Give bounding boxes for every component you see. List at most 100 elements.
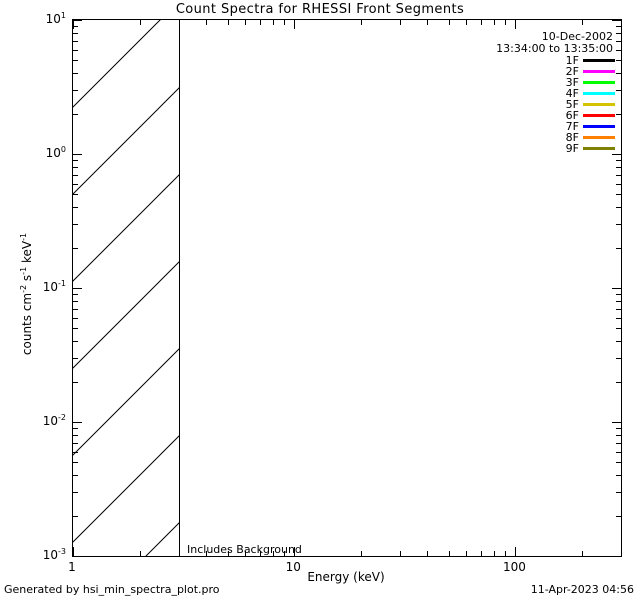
x-axis-title: Energy (keV) <box>307 570 385 584</box>
y-major-tick <box>73 288 82 289</box>
y-minor-tick <box>73 382 78 383</box>
y-major-tick <box>73 20 82 21</box>
y-minor-tick <box>73 443 78 444</box>
legend-entry-2f[interactable]: 2F <box>430 64 615 78</box>
y-minor-tick-right <box>616 443 621 444</box>
y-minor-tick-right <box>616 248 621 249</box>
x-minor-tick-top <box>284 20 285 25</box>
y-minor-tick-right <box>616 309 621 310</box>
legend-entry-7f[interactable]: 7F <box>430 120 615 132</box>
legend-entry-8f[interactable]: 8F <box>430 131 615 143</box>
y-minor-tick-right <box>616 26 621 27</box>
y-minor-tick-right <box>616 90 621 91</box>
y-major-tick-right <box>612 20 621 21</box>
legend-entry-label: 2F <box>565 64 579 78</box>
y-minor-tick <box>73 452 78 453</box>
y-minor-tick-right <box>616 160 621 161</box>
x-minor-tick-top <box>481 20 482 25</box>
x-minor-tick <box>449 551 450 556</box>
y-minor-tick <box>73 516 78 517</box>
y-minor-tick <box>73 90 78 91</box>
x-major-tick-top <box>515 20 516 29</box>
x-minor-tick <box>260 551 261 556</box>
y-axis-title-exp-1: -2 <box>19 284 28 293</box>
x-minor-tick-top <box>245 20 246 25</box>
y-tick-exponent: 1 <box>60 11 66 20</box>
y-minor-tick <box>73 328 78 329</box>
y-minor-tick <box>73 167 78 168</box>
x-tick-label: 10 <box>285 560 301 574</box>
x-minor-tick-top <box>140 20 141 25</box>
y-minor-tick-right <box>616 516 621 517</box>
y-minor-tick-right <box>616 114 621 115</box>
legend-entry-5f[interactable]: 5F <box>430 98 615 110</box>
y-axis-title-exp-2: -1 <box>19 266 28 275</box>
x-minor-tick <box>427 551 428 556</box>
x-minor-tick <box>245 551 246 556</box>
x-major-tick <box>294 547 295 556</box>
y-axis-title: counts cm-2 s-1 keV-1 <box>19 194 34 394</box>
y-minor-tick <box>73 435 78 436</box>
y-tick-label: 10-2 <box>28 413 66 429</box>
y-minor-tick <box>73 50 78 51</box>
legend-entry-4f[interactable]: 4F <box>430 86 615 100</box>
x-minor-tick-top <box>505 20 506 25</box>
y-minor-tick <box>73 160 78 161</box>
y-minor-tick <box>73 341 78 342</box>
y-minor-tick-right <box>616 224 621 225</box>
y-minor-tick <box>73 26 78 27</box>
legend-entry-swatch <box>583 92 615 95</box>
plot-area: Includes Background Att A0, FDecim 1 <box>72 19 622 557</box>
x-minor-tick-top <box>466 20 467 25</box>
y-minor-tick-right <box>616 184 621 185</box>
y-minor-tick-right <box>616 382 621 383</box>
y-tick-exponent: -1 <box>58 279 66 288</box>
x-minor-tick-top <box>427 20 428 25</box>
y-minor-tick-right <box>616 60 621 61</box>
y-minor-tick <box>73 318 78 319</box>
y-tick-exponent: -2 <box>58 413 66 422</box>
legend-entry-1f[interactable]: 1F <box>430 54 615 66</box>
hatched-region-edge <box>179 20 180 556</box>
y-minor-tick <box>73 60 78 61</box>
y-minor-tick <box>73 194 78 195</box>
y-minor-tick-right <box>616 294 621 295</box>
y-minor-tick <box>73 224 78 225</box>
footer-generated-by: Generated by hsi_min_spectra_plot.pro <box>4 583 220 596</box>
y-minor-tick <box>73 33 78 34</box>
y-minor-tick <box>73 475 78 476</box>
legend-entry-6f[interactable]: 6F <box>430 109 615 121</box>
y-tick-label: 100 <box>28 146 66 161</box>
x-minor-tick-top <box>228 20 229 25</box>
legend-time-range: 13:34:00 to 13:35:00 <box>496 42 613 55</box>
y-minor-tick <box>73 184 78 185</box>
x-minor-tick-top <box>206 20 207 25</box>
y-minor-tick-right <box>616 73 621 74</box>
x-minor-tick <box>206 551 207 556</box>
y-minor-tick-right <box>616 33 621 34</box>
x-minor-tick-top <box>494 20 495 25</box>
legend-entry-label: 4F <box>565 86 579 100</box>
x-minor-tick-top <box>582 20 583 25</box>
y-minor-tick <box>73 73 78 74</box>
legend-entry-swatch <box>583 136 615 139</box>
legend-entry-9f[interactable]: 9F <box>430 142 615 154</box>
y-axis-title-mid-1: s <box>20 274 34 285</box>
legend-entry-3f[interactable]: 3F <box>430 76 615 88</box>
plot-annotations: Includes Background Att A0, FDecim 1 <box>187 520 302 556</box>
legend-entry-swatch <box>583 81 615 84</box>
y-minor-tick-right <box>616 462 621 463</box>
legend-entries: 1F 2F 3F 4F 5F 6F 7F 8F 9F <box>430 54 615 154</box>
x-major-tick <box>73 547 74 556</box>
page-title: Count Spectra for RHESSI Front Segments <box>175 2 465 17</box>
y-minor-tick <box>73 428 78 429</box>
x-minor-tick <box>273 551 274 556</box>
y-minor-tick-right <box>616 435 621 436</box>
y-minor-tick <box>73 462 78 463</box>
x-tick-label: 1 <box>68 560 76 574</box>
y-minor-tick-right <box>616 452 621 453</box>
y-tick-mantissa: 10 <box>42 548 59 562</box>
x-minor-tick-top <box>260 20 261 25</box>
x-minor-tick-top <box>400 20 401 25</box>
legend-entry-swatch <box>583 70 615 73</box>
